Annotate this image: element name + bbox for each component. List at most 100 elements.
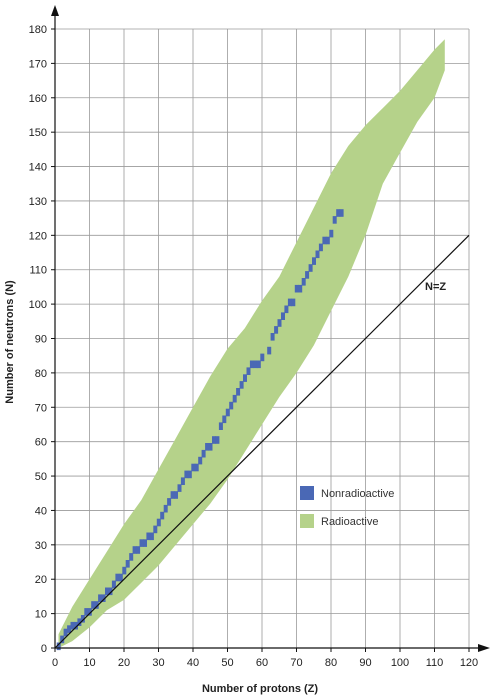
stable-nuclide-56 — [249, 360, 254, 369]
stable-nuclide-30 — [160, 511, 165, 520]
stable-nuclide-25 — [143, 539, 147, 547]
stable-nuclide-59 — [260, 353, 265, 362]
stable-nuclide-74 — [315, 250, 320, 259]
stable-nuclide-13 — [101, 594, 106, 602]
y-tick-label-14: 140 — [29, 162, 47, 174]
stable-nuclide-4 — [70, 621, 75, 630]
stable-nuclide-34 — [174, 491, 178, 499]
legend-label-radioactive: Radioactive — [321, 516, 378, 528]
stable-nuclide-63 — [277, 319, 282, 327]
stable-nuclide-16 — [111, 580, 116, 589]
stable-nuclide-9 — [87, 608, 92, 616]
stable-nuclide-44 — [208, 443, 213, 451]
y-tick-label-5: 50 — [35, 471, 47, 483]
stable-nuclide-73 — [312, 257, 316, 265]
stable-nuclide-49 — [225, 408, 230, 417]
stable-nuclide-67 — [291, 298, 296, 307]
stable-nuclide-0 — [56, 642, 61, 651]
x-tick-label-12: 120 — [460, 657, 478, 669]
y-tick-label-7: 70 — [35, 402, 47, 414]
stable-nuclide-78 — [329, 229, 334, 238]
y-tick-label-13: 130 — [29, 196, 47, 208]
y-tick-label-1: 10 — [35, 609, 47, 621]
y-tick-label-16: 160 — [29, 93, 47, 105]
x-tick-label-9: 90 — [359, 657, 371, 669]
y-tick-label-3: 30 — [35, 540, 47, 552]
stable-nuclide-12 — [98, 594, 103, 602]
stable-nuclide-39 — [191, 463, 196, 472]
stable-nuclide-33 — [170, 491, 175, 499]
stable-nuclide-15 — [108, 587, 113, 596]
legend-label-nonradioactive: Nonradioactive — [321, 488, 394, 500]
x-tick-label-0: 0 — [52, 657, 58, 669]
stable-nuclide-81 — [339, 209, 344, 217]
n-equals-z-label: N=Z — [425, 281, 446, 293]
y-axis-label: Number of neutrons (N) — [4, 280, 16, 404]
stable-nuclide-27 — [149, 532, 154, 541]
stable-nuclide-71 — [305, 271, 310, 279]
stable-nuclide-2 — [63, 628, 68, 637]
nonradioactive-points — [56, 209, 344, 651]
x-tick-label-3: 30 — [152, 657, 164, 669]
x-tick-label-2: 20 — [118, 657, 130, 669]
stable-nuclide-3 — [67, 625, 72, 633]
stable-nuclide-35 — [177, 484, 182, 492]
y-tick-label-10: 100 — [29, 299, 47, 311]
stable-nuclide-79 — [332, 216, 337, 224]
y-tick-label-15: 150 — [29, 127, 47, 139]
y-tick-label-17: 170 — [29, 58, 47, 70]
stable-nuclide-36 — [180, 477, 185, 485]
stable-nuclide-18 — [118, 573, 123, 582]
stable-nuclide-48 — [222, 415, 227, 424]
stable-nuclide-62 — [274, 326, 279, 334]
stable-nuclide-54 — [243, 374, 247, 382]
stable-nuclide-76 — [322, 236, 327, 245]
stable-nuclide-14 — [105, 587, 109, 596]
stable-nuclide-31 — [163, 504, 168, 513]
stable-nuclide-46 — [215, 436, 220, 444]
stable-nuclide-23 — [136, 546, 141, 554]
y-tick-label-2: 20 — [35, 574, 47, 586]
x-tick-label-7: 70 — [290, 657, 302, 669]
radioactive-area — [58, 39, 445, 649]
stable-nuclide-1 — [60, 635, 65, 644]
stable-nuclide-75 — [318, 243, 323, 252]
stable-nuclide-72 — [308, 264, 313, 272]
stable-nuclide-61 — [270, 333, 275, 341]
stable-nuclide-52 — [236, 388, 241, 396]
stable-nuclide-19 — [122, 566, 127, 575]
stable-nuclide-17 — [115, 573, 120, 582]
x-tick-label-5: 50 — [221, 657, 233, 669]
stable-nuclide-40 — [194, 463, 199, 472]
stable-nuclide-21 — [129, 553, 134, 561]
stable-nuclide-10 — [91, 601, 96, 609]
radioactive-band — [58, 39, 445, 649]
stable-nuclide-45 — [212, 436, 216, 444]
stable-nuclide-8 — [84, 608, 89, 616]
y-tick-label-9: 90 — [35, 334, 47, 346]
x-tick-label-4: 40 — [187, 657, 199, 669]
y-axis-arrow — [51, 5, 59, 16]
x-tick-label-8: 80 — [325, 657, 337, 669]
y-tick-label-12: 120 — [29, 230, 47, 242]
stable-nuclide-41 — [198, 456, 203, 465]
stable-nuclide-60 — [267, 346, 272, 355]
stable-nuclide-28 — [153, 525, 158, 534]
stable-nuclide-6 — [77, 618, 82, 626]
y-tick-label-8: 80 — [35, 368, 47, 380]
stable-nuclide-66 — [287, 298, 292, 307]
tick-labels: 0 10 20 30 40 50 60 70 80 90 100 110 120 0 10 20 30 40 50 6… — [29, 24, 479, 669]
axes — [51, 5, 490, 652]
stable-nuclide-20 — [125, 560, 130, 568]
stable-nuclide-37 — [184, 470, 189, 479]
y-tick-label-0: 0 — [41, 643, 47, 655]
x-tick-label-6: 60 — [256, 657, 268, 669]
legend-swatch-nonradioactive — [300, 486, 314, 500]
stable-nuclide-69 — [298, 284, 303, 293]
stable-nuclide-47 — [218, 422, 223, 430]
stable-nuclide-11 — [94, 601, 99, 609]
stable-nuclide-65 — [284, 305, 289, 314]
stable-nuclide-64 — [281, 312, 285, 320]
x-tick-label-1: 10 — [83, 657, 95, 669]
legend: Nonradioactive Radioactive — [300, 486, 394, 528]
